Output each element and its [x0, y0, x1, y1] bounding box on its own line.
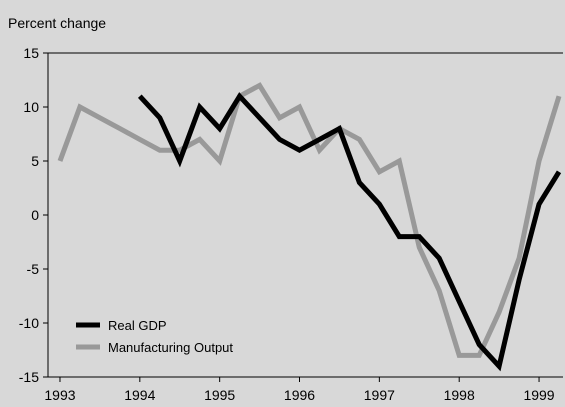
x-tick-label: 1995: [204, 387, 235, 403]
y-tick-label: -5: [27, 261, 40, 277]
x-tick-label: 1996: [284, 387, 315, 403]
y-tick-label: -10: [19, 315, 39, 331]
y-tick-label: 0: [31, 207, 39, 223]
y-axis-label: Percent change: [8, 15, 106, 31]
x-tick-label: 1998: [444, 387, 475, 403]
y-tick-label: 15: [23, 45, 39, 61]
y-tick-label: 10: [23, 99, 39, 115]
x-tick-label: 1993: [44, 387, 75, 403]
x-tick-label: 1997: [364, 387, 395, 403]
x-tick-label: 1999: [523, 387, 554, 403]
y-tick-label: -15: [19, 369, 39, 385]
series-line-real-gdp: [137, 92, 562, 372]
legend-label: Manufacturing Output: [108, 340, 233, 355]
series-line-manufacturing-output: [57, 82, 562, 358]
x-tick-label: 1994: [124, 387, 155, 403]
y-tick-label: 5: [31, 153, 39, 169]
legend-label: Real GDP: [108, 318, 167, 333]
